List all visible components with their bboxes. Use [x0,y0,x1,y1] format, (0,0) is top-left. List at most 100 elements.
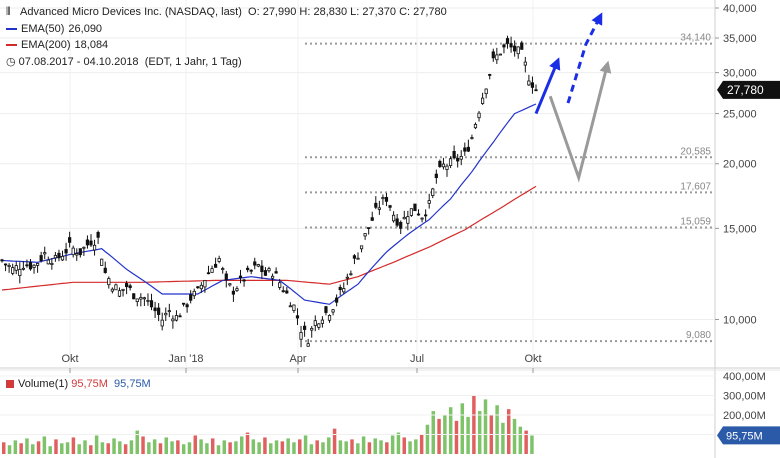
volume-bar [274,440,279,454]
candle-body [60,255,65,261]
volume-bar [112,438,116,454]
candle-body [448,158,453,166]
candle-body [160,319,164,327]
volume-bar [477,411,482,454]
volume-tick-label: 400,00M [723,371,766,383]
candle-body [349,273,353,276]
volume-bar [199,439,203,454]
candle-body [242,279,246,282]
candle-body [217,257,221,262]
volume-bar [54,439,58,454]
candle-body [178,315,182,318]
candle-body [128,285,132,289]
candle-body [139,296,143,300]
candle-body [288,305,292,308]
candle-body [509,43,513,48]
candle-body [256,264,260,267]
volume-bar [437,418,441,454]
candle-body [249,269,253,272]
candle-body [96,231,100,238]
volume-bar [385,442,389,454]
candle-body [359,245,364,250]
volume-bar [373,438,377,454]
volume-bar [321,442,325,454]
volume-bar [60,443,64,454]
candle-body [146,299,150,302]
candle-body [263,270,268,276]
candle-body [377,207,381,210]
volume-bar [228,442,232,454]
candle-body [324,306,328,313]
candle-body [46,259,50,265]
ema200-label: EMA(200) [21,39,71,51]
ema200-swatch [6,44,17,47]
volume-bar [286,438,290,454]
last-price-badge [717,80,780,99]
volume-bar [65,442,70,454]
candle-body [89,240,93,246]
candle-body [278,282,282,288]
volume-bar [431,411,436,454]
candle-body [53,255,58,259]
volume-badge [717,426,780,445]
candle-body [352,255,357,259]
candle-body [117,290,122,297]
level-label: 34,140 [680,33,711,44]
volume-bar [408,441,412,454]
volume-bar [390,435,395,454]
candle-body [210,268,214,273]
volume-bar [216,445,221,454]
volume-bar [263,437,267,454]
candle-body [64,249,68,254]
candle-body [320,319,325,324]
volume-bar [181,444,186,454]
volume-bar [327,437,331,454]
candle-body [203,280,207,288]
candle-body [406,216,410,224]
candle-body [292,304,296,311]
volume-bar [25,438,29,454]
candle-body [317,323,321,328]
candle-body [424,214,428,217]
candle-body [381,197,385,200]
volume-bar [123,444,128,454]
candle-body [92,244,97,251]
candle-body [388,205,392,208]
level-label: 15,059 [680,216,711,227]
candle-body [310,327,314,331]
candle-body [121,288,125,291]
volume-bar [205,443,209,454]
candle-body [480,97,485,104]
chart-bars-icon: ⫴ [6,6,11,18]
volume-bar [309,444,314,454]
volume-bar [164,437,169,454]
candle-body [367,227,371,230]
volume-bar [280,441,285,454]
candle-body [463,147,467,152]
volume-bar [176,440,180,454]
volume-bar [77,444,81,454]
candle-body [3,263,8,266]
volume-bar [187,442,192,454]
volume-bar [356,443,360,454]
candle-body [153,307,157,312]
volume-label: Volume(1) [18,378,69,390]
ema50-label: EMA(50) [21,23,65,35]
candle-body [459,156,463,160]
candle-body [103,267,107,273]
volume-bar [239,436,244,454]
ema200-line [1,185,537,291]
candle-body [431,188,435,196]
volume-bar [332,428,337,454]
candle-body [199,284,203,290]
y-tick-label: 20,000 [723,159,757,171]
volume-bar [170,441,174,454]
candle-body [43,252,47,255]
candle-body [50,262,54,265]
volume-bar [118,441,122,454]
volume-bar [193,435,198,454]
candle-body [470,137,474,140]
volume-value-red: 95,75M [71,378,108,390]
volume-tick-label: 200,00M [723,410,766,422]
candle-body [39,255,43,262]
